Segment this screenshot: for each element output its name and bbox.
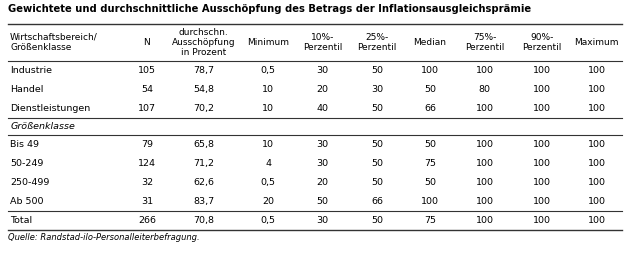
Text: 0,5: 0,5 (261, 216, 275, 225)
Text: 75%-
Perzentil: 75%- Perzentil (465, 33, 504, 52)
Text: 30: 30 (316, 159, 329, 168)
Text: 71,2: 71,2 (193, 159, 214, 168)
Text: 50: 50 (424, 85, 436, 94)
Text: 100: 100 (533, 104, 551, 113)
Text: 0,5: 0,5 (261, 66, 275, 75)
Text: 30: 30 (316, 216, 329, 225)
Text: 50: 50 (371, 216, 383, 225)
Text: Median: Median (414, 38, 447, 47)
Text: 50-249: 50-249 (10, 159, 43, 168)
Text: 40: 40 (316, 104, 329, 113)
Text: 10: 10 (262, 104, 274, 113)
Text: Quelle: Randstad-ilo-Personalleiterbefragung.: Quelle: Randstad-ilo-Personalleiterbefra… (8, 233, 199, 242)
Text: 100: 100 (476, 197, 494, 206)
Text: 100: 100 (588, 216, 605, 225)
Text: Größenklasse: Größenklasse (10, 122, 75, 131)
Text: Ab 500: Ab 500 (10, 197, 43, 206)
Text: Gewichtete und durchschnittliche Ausschöpfung des Betrags der Inflationsausgleic: Gewichtete und durchschnittliche Ausschö… (8, 4, 530, 14)
Text: 100: 100 (588, 66, 605, 75)
Text: 100: 100 (588, 85, 605, 94)
Text: Industrie: Industrie (10, 66, 52, 75)
Text: 20: 20 (262, 197, 274, 206)
Text: 50: 50 (371, 159, 383, 168)
Text: 30: 30 (316, 140, 329, 149)
Text: Bis 49: Bis 49 (10, 140, 39, 149)
Text: 124: 124 (138, 159, 156, 168)
Text: 90%-
Perzentil: 90%- Perzentil (522, 33, 562, 52)
Text: 78,7: 78,7 (193, 66, 214, 75)
Text: 266: 266 (138, 216, 156, 225)
Text: 66: 66 (371, 197, 383, 206)
Text: 100: 100 (421, 197, 439, 206)
Text: 100: 100 (533, 85, 551, 94)
Text: 100: 100 (421, 66, 439, 75)
Text: 100: 100 (533, 216, 551, 225)
Text: 100: 100 (588, 104, 605, 113)
Text: 50: 50 (371, 178, 383, 187)
Text: 62,6: 62,6 (193, 178, 214, 187)
Text: 100: 100 (533, 178, 551, 187)
Text: Minimum: Minimum (247, 38, 289, 47)
Text: 75: 75 (424, 159, 436, 168)
Text: Total: Total (10, 216, 32, 225)
Text: 70,2: 70,2 (193, 104, 214, 113)
Text: 70,8: 70,8 (193, 216, 214, 225)
Text: 105: 105 (138, 66, 156, 75)
Text: 100: 100 (476, 66, 494, 75)
Text: 25%-
Perzentil: 25%- Perzentil (357, 33, 397, 52)
Text: 30: 30 (316, 66, 329, 75)
Text: 20: 20 (316, 178, 329, 187)
Text: 54: 54 (141, 85, 153, 94)
Text: 75: 75 (424, 216, 436, 225)
Text: 79: 79 (141, 140, 153, 149)
Text: 50: 50 (424, 140, 436, 149)
Text: 100: 100 (533, 159, 551, 168)
Text: 50: 50 (371, 140, 383, 149)
Text: 80: 80 (479, 85, 491, 94)
Text: 83,7: 83,7 (193, 197, 214, 206)
Text: 100: 100 (533, 140, 551, 149)
Text: 10: 10 (262, 140, 274, 149)
Text: 10%-
Perzentil: 10%- Perzentil (303, 33, 342, 52)
Text: 250-499: 250-499 (10, 178, 49, 187)
Text: 50: 50 (316, 197, 329, 206)
Text: 100: 100 (476, 178, 494, 187)
Text: 100: 100 (476, 104, 494, 113)
Text: durchschn.
Ausschöpfung
in Prozent: durchschn. Ausschöpfung in Prozent (172, 28, 236, 57)
Text: Handel: Handel (10, 85, 43, 94)
Text: Dienstleistungen: Dienstleistungen (10, 104, 90, 113)
Text: 100: 100 (533, 197, 551, 206)
Text: Wirtschaftsbereich/
Größenklasse: Wirtschaftsbereich/ Größenklasse (10, 33, 98, 52)
Text: N: N (144, 38, 151, 47)
Text: 100: 100 (588, 197, 605, 206)
Text: 32: 32 (141, 178, 153, 187)
Text: 66: 66 (424, 104, 436, 113)
Text: 100: 100 (588, 140, 605, 149)
Text: 65,8: 65,8 (193, 140, 214, 149)
Text: 100: 100 (588, 159, 605, 168)
Text: 10: 10 (262, 85, 274, 94)
Text: 20: 20 (316, 85, 329, 94)
Text: 100: 100 (476, 216, 494, 225)
Text: 100: 100 (588, 178, 605, 187)
Text: 31: 31 (141, 197, 153, 206)
Text: 100: 100 (533, 66, 551, 75)
Text: 0,5: 0,5 (261, 178, 275, 187)
Text: Maximum: Maximum (575, 38, 619, 47)
Text: 50: 50 (424, 178, 436, 187)
Text: 107: 107 (138, 104, 156, 113)
Text: 4: 4 (265, 159, 271, 168)
Text: 100: 100 (476, 159, 494, 168)
Text: 100: 100 (476, 140, 494, 149)
Text: 54,8: 54,8 (193, 85, 214, 94)
Text: 50: 50 (371, 66, 383, 75)
Text: 50: 50 (371, 104, 383, 113)
Text: 30: 30 (371, 85, 383, 94)
